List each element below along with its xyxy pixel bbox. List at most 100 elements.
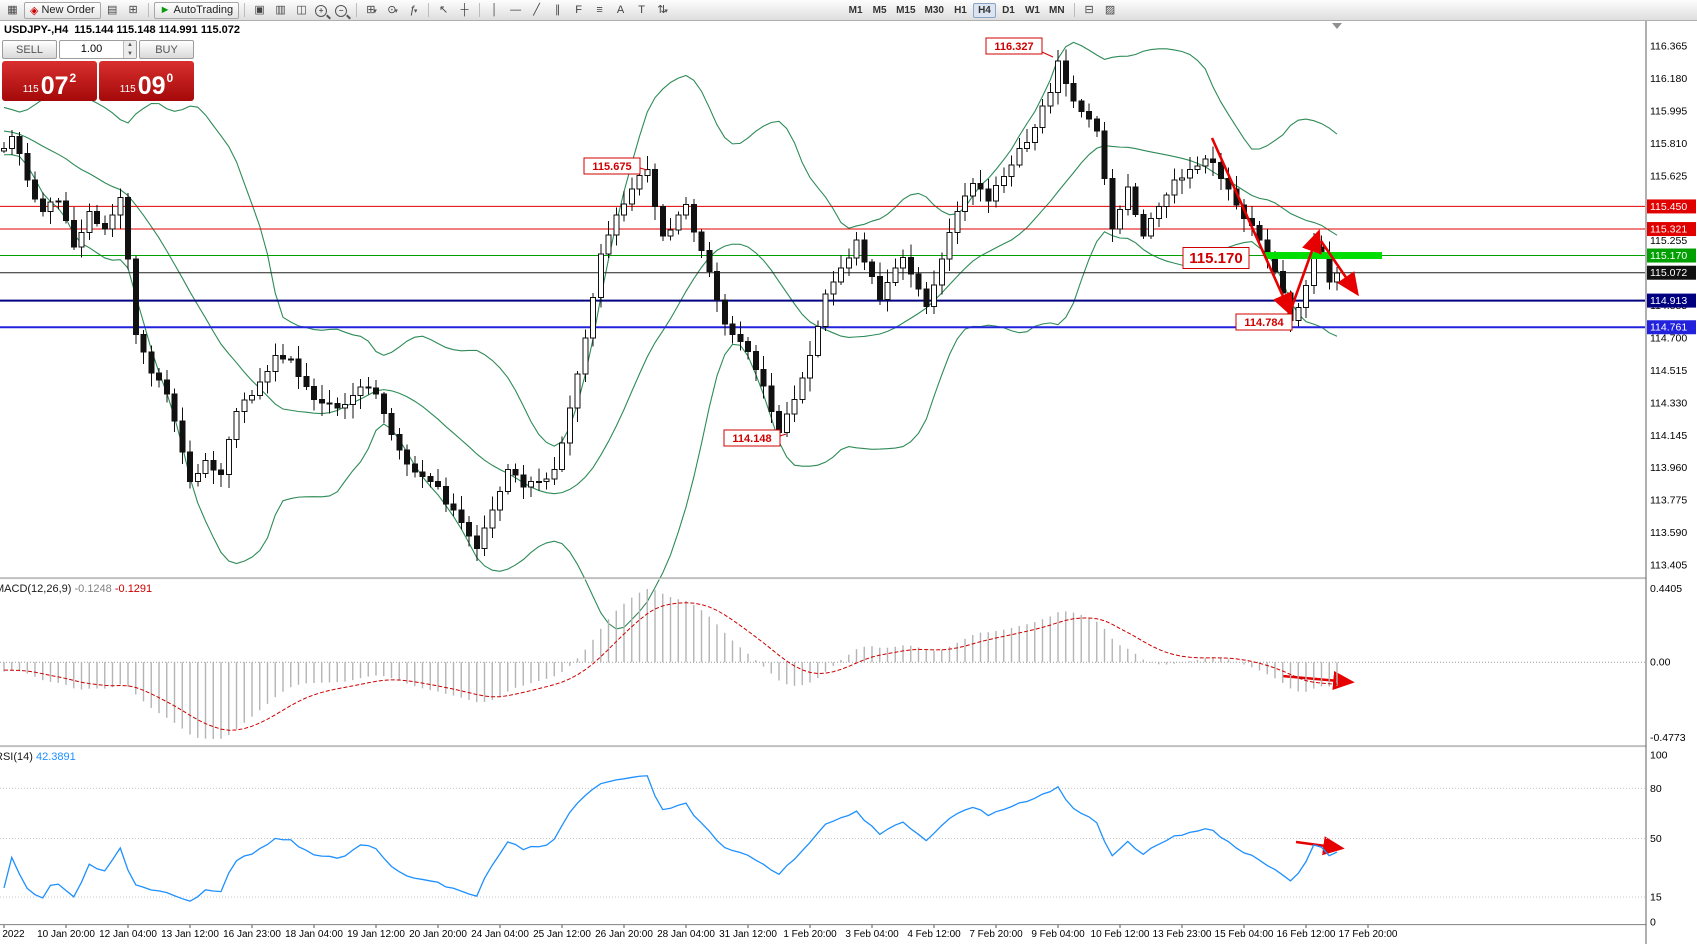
macd-signal-line: [3, 602, 1338, 731]
volume-increase-button[interactable]: ▲: [124, 41, 136, 50]
autotrading-button[interactable]: ► AutoTrading: [153, 1, 240, 19]
candlestick-series: [1, 49, 1340, 562]
horizontal-line-icon[interactable]: ―: [510, 4, 522, 16]
svg-text:0: 0: [1650, 917, 1656, 929]
timeframe-D1[interactable]: D1: [997, 3, 1020, 18]
svg-text:25 Jan 12:00: 25 Jan 12:00: [533, 929, 591, 940]
sell-price-figure: 115: [22, 84, 39, 95]
price-annotations[interactable]: 116.327 115.675 115.170 114.784 114.148: [583, 37, 1293, 447]
separator: [1073, 3, 1075, 17]
price-axis[interactable]: 116.365 116.180 115.995 115.810 115.625 115.4…: [1645, 20, 1697, 944]
svg-text:10 Jan 20:00: 10 Jan 20:00: [37, 929, 95, 940]
svg-text:16 Feb 12:00: 16 Feb 12:00: [1277, 929, 1336, 940]
trend-arrows[interactable]: [1210, 137, 1359, 856]
svg-text:17 Feb 20:00: 17 Feb 20:00: [1339, 929, 1398, 940]
buy-price-figure: 115: [119, 84, 136, 95]
timeframe-H4[interactable]: H4: [972, 2, 996, 18]
svg-text:114.761: 114.761: [1650, 322, 1687, 334]
price-tag: [1647, 293, 1696, 308]
svg-text:1 Feb 20:00: 1 Feb 20:00: [783, 929, 837, 940]
new-order-icon: ◈: [30, 4, 39, 17]
svg-text:113.960: 113.960: [1650, 462, 1687, 474]
cursor-icon[interactable]: ↖: [438, 4, 449, 16]
svg-text:18 Jan 04:00: 18 Jan 04:00: [285, 929, 343, 940]
crosshair-icon[interactable]: ┼: [460, 4, 469, 16]
svg-text:115.170: 115.170: [1189, 250, 1242, 267]
sell-price-box[interactable]: 115 07 2: [2, 61, 97, 101]
new-order-button[interactable]: ◈ New Order: [24, 1, 101, 19]
macd-pane: MACD(12,26,9) -0.1248 -0.1291: [0, 583, 1645, 739]
price-tag: [1647, 222, 1696, 237]
svg-text:114.913: 114.913: [1650, 295, 1687, 307]
trendline-icon[interactable]: ╱: [533, 4, 540, 16]
svg-text:Jan 2022: Jan 2022: [0, 929, 25, 940]
grid-icon[interactable]: ▨: [1104, 4, 1116, 16]
svg-text:15 Feb 04:00: 15 Feb 04:00: [1215, 929, 1274, 940]
market-watch-icon[interactable]: ▤: [106, 4, 118, 16]
timeframe-M15[interactable]: M15: [892, 3, 919, 18]
svg-text:10 Feb 12:00: 10 Feb 12:00: [1091, 929, 1150, 940]
svg-text:12 Jan 04:00: 12 Jan 04:00: [99, 929, 157, 940]
one-click-prices-row: 115 07 2 115 09 0: [2, 61, 194, 101]
separator: [147, 3, 149, 17]
svg-text:-0.4773: -0.4773: [1650, 732, 1686, 744]
timeframe-H1[interactable]: H1: [949, 3, 972, 18]
timeframe-M30[interactable]: M30: [921, 3, 948, 18]
arrows-tool-icon[interactable]: ⇅▾: [657, 4, 668, 16]
terminal-icon[interactable]: ⊞: [128, 4, 138, 16]
text-label-icon[interactable]: T: [638, 4, 645, 16]
cascade-windows-icon[interactable]: ▥: [275, 4, 286, 16]
green-support-zone[interactable]: [1265, 252, 1382, 260]
buy-price-box[interactable]: 115 09 0: [99, 61, 194, 101]
price-tag: [1647, 248, 1696, 263]
volume-field[interactable]: 1.00 ▲ ▼: [59, 40, 137, 59]
svg-text:0.00: 0.00: [1650, 657, 1671, 669]
rsi-line: [3, 775, 1338, 902]
buy-button[interactable]: BUY: [139, 40, 194, 59]
svg-text:28 Jan 04:00: 28 Jan 04:00: [657, 929, 715, 940]
separator: [479, 3, 481, 17]
main-toolbar: ▦ ◈ New Order ▤ ⊞ ► AutoTrading ▣ ▥ ◫ + …: [0, 0, 1697, 21]
autotrading-play-icon: ►: [159, 4, 171, 16]
arrange-windows-icon[interactable]: ◫: [296, 4, 307, 16]
profiles-icon[interactable]: ⊙▾: [387, 4, 398, 16]
svg-text:0.4405: 0.4405: [1650, 583, 1682, 595]
fibonacci-icon[interactable]: F: [575, 4, 582, 16]
separator: [244, 3, 246, 17]
zoom-in-icon[interactable]: +: [315, 5, 328, 17]
macd-histogram: [3, 589, 1338, 739]
chart-ohlc-header: USDJPY-,H4 115.144 115.148 114.991 115.07…: [4, 24, 246, 36]
timeframe-MN[interactable]: MN: [1045, 3, 1069, 18]
timeframe-M1[interactable]: M1: [844, 3, 867, 18]
new-chart-icon[interactable]: ⊞▾: [366, 4, 377, 16]
chart-shift-marker[interactable]: [1332, 23, 1342, 29]
separator: [428, 3, 430, 17]
tile-windows-icon[interactable]: ▣: [254, 4, 265, 16]
volume-decrease-button[interactable]: ▼: [124, 49, 136, 58]
separator: [356, 3, 358, 17]
zoom-out-icon[interactable]: −: [335, 5, 348, 17]
templates-icon[interactable]: ⊟: [1084, 4, 1094, 16]
sell-button[interactable]: SELL: [2, 40, 57, 59]
timeframe-W1[interactable]: W1: [1021, 3, 1044, 18]
chart-ohlc-values: 115.144 115.148 114.991 115.072: [74, 24, 240, 36]
svg-text:115.072: 115.072: [1650, 267, 1687, 279]
volume-value[interactable]: 1.00: [80, 43, 103, 55]
svg-text:100: 100: [1650, 750, 1668, 762]
chart-window-icon[interactable]: ▦: [7, 4, 18, 16]
svg-text:19 Jan 12:00: 19 Jan 12:00: [347, 929, 405, 940]
price-tag: [1647, 199, 1696, 214]
text-tool-icon[interactable]: A: [616, 4, 625, 16]
indicators-icon[interactable]: ƒ▾: [409, 4, 418, 16]
svg-text:31 Jan 12:00: 31 Jan 12:00: [719, 929, 777, 940]
macd-label: MACD(12,26,9) -0.1248 -0.1291: [0, 583, 152, 595]
vertical-line-icon[interactable]: │: [491, 4, 499, 16]
objects-list-icon[interactable]: ≡: [596, 4, 603, 16]
channel-icon[interactable]: ∥: [554, 4, 561, 16]
time-axis[interactable]: Jan 2022 10 Jan 20:00 12 Jan 04:00 13 Jan 1…: [0, 925, 1398, 940]
timeframe-M5[interactable]: M5: [868, 3, 891, 18]
volume-spinner: ▲ ▼: [123, 41, 136, 58]
svg-text:115.450: 115.450: [1650, 201, 1687, 213]
